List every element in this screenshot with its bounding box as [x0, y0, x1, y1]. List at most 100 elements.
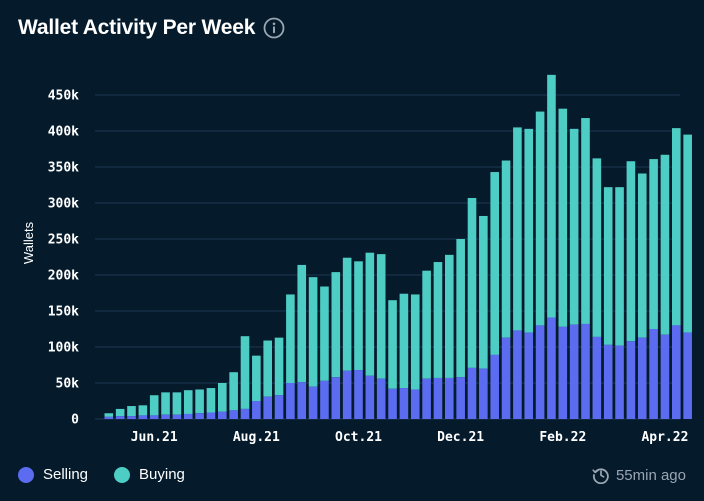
bar-selling[interactable] [422, 378, 431, 419]
bar-buying[interactable] [263, 340, 272, 397]
bar-selling[interactable] [490, 354, 499, 419]
bar-buying[interactable] [683, 134, 692, 333]
bar-buying[interactable] [569, 128, 579, 325]
bar-buying[interactable] [365, 252, 375, 376]
bar-selling[interactable] [104, 416, 114, 419]
bar-selling[interactable] [637, 337, 647, 419]
bar-selling[interactable] [240, 408, 250, 419]
bar-selling[interactable] [649, 329, 658, 419]
bar-selling[interactable] [603, 344, 613, 419]
bar-selling[interactable] [672, 325, 681, 419]
bar-buying[interactable] [240, 336, 250, 409]
bar-buying[interactable] [127, 406, 136, 417]
info-icon[interactable] [263, 17, 285, 39]
bar-buying[interactable] [308, 277, 318, 387]
bar-buying[interactable] [320, 286, 329, 381]
bar-buying[interactable] [592, 158, 602, 337]
bar-buying[interactable] [535, 111, 545, 326]
bar-buying[interactable] [104, 413, 114, 417]
bar-selling[interactable] [547, 317, 556, 419]
bar-buying[interactable] [603, 187, 613, 345]
bar-buying[interactable] [354, 261, 363, 371]
bar-selling[interactable] [161, 414, 170, 419]
bar-buying[interactable] [456, 239, 465, 378]
bar-buying[interactable] [513, 127, 522, 331]
bar-buying[interactable] [479, 215, 488, 369]
bar-buying[interactable] [376, 254, 386, 379]
bar-selling[interactable] [149, 415, 159, 419]
bar-selling[interactable] [388, 388, 397, 419]
bar-buying[interactable] [649, 159, 658, 329]
bar-buying[interactable] [558, 108, 568, 327]
bar-selling[interactable] [127, 416, 136, 419]
bar-selling[interactable] [410, 389, 420, 419]
bar-selling[interactable] [138, 415, 148, 419]
bar-selling[interactable] [592, 336, 602, 419]
bar-buying[interactable] [626, 161, 636, 342]
bar-buying[interactable] [229, 372, 238, 411]
bar-buying[interactable] [524, 128, 534, 333]
bar-selling[interactable] [354, 370, 363, 419]
legend-item-selling[interactable]: Selling [18, 466, 88, 483]
bar-selling[interactable] [286, 383, 295, 419]
bar-selling[interactable] [535, 325, 545, 419]
bar-buying[interactable] [149, 395, 159, 416]
bar-buying[interactable] [138, 405, 148, 416]
bar-selling[interactable] [399, 388, 409, 419]
bar-buying[interactable] [672, 128, 681, 326]
bar-selling[interactable] [479, 368, 488, 419]
bar-selling[interactable] [376, 378, 386, 419]
bar-buying[interactable] [297, 264, 307, 383]
bar-buying[interactable] [183, 390, 193, 414]
bar-selling[interactable] [501, 337, 511, 419]
bar-buying[interactable] [547, 74, 556, 318]
bar-selling[interactable] [626, 341, 636, 419]
bar-buying[interactable] [581, 118, 590, 324]
bar-buying[interactable] [286, 294, 295, 383]
bar-selling[interactable] [297, 382, 307, 419]
bar-selling[interactable] [365, 375, 375, 419]
bar-buying[interactable] [115, 408, 125, 417]
bar-selling[interactable] [513, 330, 522, 419]
legend-item-buying[interactable]: Buying [114, 466, 185, 483]
bar-buying[interactable] [410, 294, 420, 390]
bar-buying[interactable] [615, 187, 624, 346]
bar-buying[interactable] [445, 254, 454, 378]
bar-buying[interactable] [422, 270, 431, 379]
bar-selling[interactable] [115, 416, 125, 419]
bar-buying[interactable] [252, 355, 261, 401]
bar-selling[interactable] [342, 370, 352, 419]
bar-buying[interactable] [388, 300, 397, 389]
bar-buying[interactable] [274, 337, 284, 396]
bar-selling[interactable] [660, 334, 670, 419]
bar-selling[interactable] [683, 332, 692, 419]
bar-selling[interactable] [218, 411, 227, 419]
bar-selling[interactable] [331, 377, 341, 419]
bar-buying[interactable] [399, 293, 409, 389]
bar-selling[interactable] [445, 377, 454, 419]
bar-selling[interactable] [308, 386, 318, 419]
bar-selling[interactable] [433, 377, 443, 419]
bar-buying[interactable] [172, 392, 182, 415]
bar-buying[interactable] [490, 172, 499, 355]
bar-buying[interactable] [331, 272, 341, 378]
bar-selling[interactable] [206, 412, 216, 419]
bar-selling[interactable] [252, 401, 261, 419]
bar-selling[interactable] [172, 414, 182, 419]
bar-selling[interactable] [524, 332, 534, 419]
bar-buying[interactable] [467, 197, 477, 368]
bar-buying[interactable] [195, 389, 204, 414]
bar-selling[interactable] [183, 413, 193, 419]
bar-buying[interactable] [501, 160, 511, 338]
bar-buying[interactable] [433, 262, 443, 378]
bar-selling[interactable] [569, 324, 579, 419]
bar-selling[interactable] [229, 410, 238, 419]
bar-buying[interactable] [206, 388, 216, 413]
bar-selling[interactable] [274, 395, 284, 419]
bar-buying[interactable] [161, 392, 170, 415]
bar-buying[interactable] [218, 383, 227, 412]
bar-selling[interactable] [558, 326, 568, 419]
bar-buying[interactable] [660, 154, 670, 335]
bar-buying[interactable] [342, 257, 352, 371]
bar-selling[interactable] [456, 377, 465, 419]
